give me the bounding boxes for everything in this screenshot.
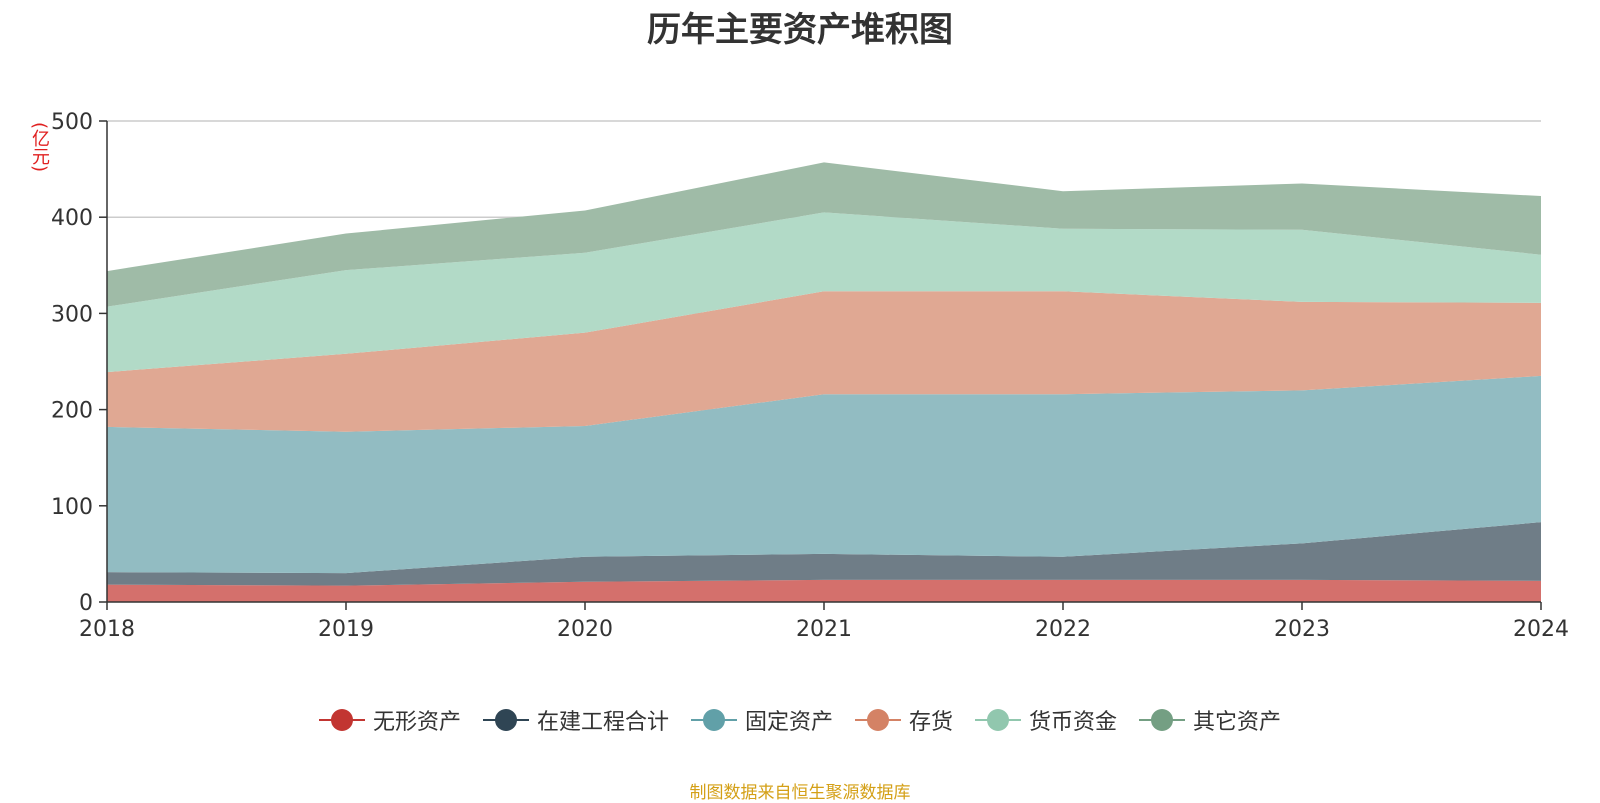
y-tick-label: 0 xyxy=(79,591,93,616)
legend-label: 存货 xyxy=(909,710,954,735)
legend-item-1[interactable]: 无形资产 xyxy=(318,704,461,736)
stacked-area-chart: 0 100 200 300 400 500 2018 2019 2020 2021 2022 2023… xyxy=(51,110,1569,642)
y-tick-label: 400 xyxy=(51,206,93,231)
axes xyxy=(99,120,1542,610)
legend: 无形资产 在建工程合计 固定资产 存货 货币资金 其它资产 xyxy=(0,700,1600,740)
x-tick-label: 2020 xyxy=(557,617,613,642)
tick-labels: 0 100 200 300 400 500 2018 2019 2020 2021 2022 2023… xyxy=(51,110,1569,642)
legend-marker-icon xyxy=(318,708,365,732)
area-series xyxy=(107,162,1541,602)
x-tick-label: 2024 xyxy=(1513,617,1569,642)
legend-item-2[interactable]: 在建工程合计 xyxy=(482,704,669,736)
legend-marker-icon xyxy=(482,708,529,732)
legend-marker-icon xyxy=(975,708,1022,732)
legend-label: 无形资产 xyxy=(372,710,461,735)
x-tick-label: 2022 xyxy=(1035,617,1091,642)
area-series-4 xyxy=(107,291,1541,432)
y-axis-unit-label: (亿元) xyxy=(29,122,50,173)
chart-title: 历年主要资产堆积图 xyxy=(647,10,953,50)
legend-label: 在建工程合计 xyxy=(536,710,669,735)
legend-marker-icon xyxy=(855,708,901,732)
legend-item-3[interactable]: 固定资产 xyxy=(690,704,833,736)
y-tick-label: 500 xyxy=(51,110,93,135)
area-series-6 xyxy=(107,162,1541,307)
legend-item-4[interactable]: 存货 xyxy=(855,704,953,736)
legend-marker-icon xyxy=(690,708,737,732)
area-series-1 xyxy=(107,579,1541,602)
legend-label: 货币资金 xyxy=(1029,710,1118,735)
legend-label: 其它资产 xyxy=(1193,710,1282,735)
legend-marker-icon xyxy=(1139,708,1186,732)
area-series-5 xyxy=(107,212,1541,373)
legend-item-6[interactable]: 其它资产 xyxy=(1139,704,1281,736)
legend-label: 固定资产 xyxy=(744,710,833,735)
area-series-3 xyxy=(107,375,1541,574)
x-tick-label: 2019 xyxy=(318,617,374,642)
x-tick-label: 2018 xyxy=(79,617,135,642)
y-tick-label: 300 xyxy=(51,302,93,327)
source-note: 制图数据来自恒生聚源数据库 xyxy=(689,783,911,803)
x-tick-label: 2021 xyxy=(796,617,852,642)
y-tick-label: 100 xyxy=(51,495,93,520)
x-tick-label: 2023 xyxy=(1274,617,1330,642)
y-tick-label: 200 xyxy=(51,399,93,424)
legend-item-5[interactable]: 货币资金 xyxy=(975,704,1117,736)
